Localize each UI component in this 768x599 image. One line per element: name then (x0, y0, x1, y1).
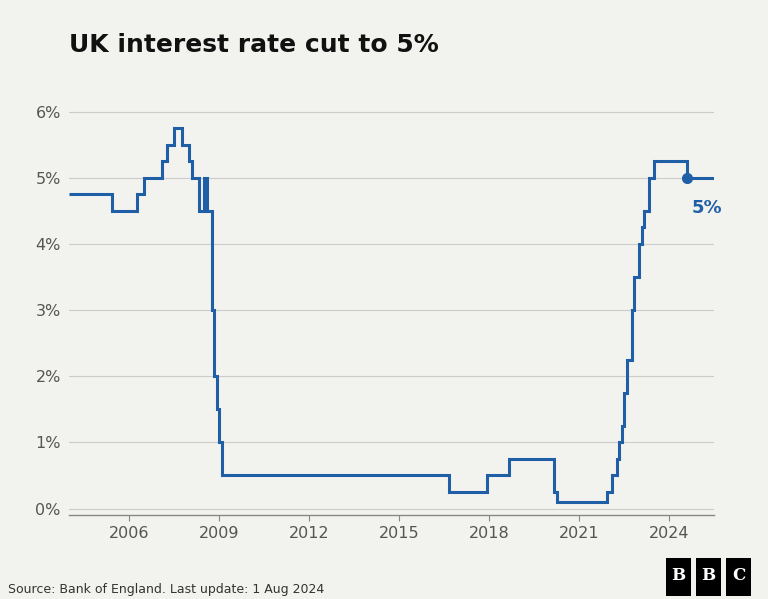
Text: C: C (732, 567, 745, 585)
Text: B: B (701, 567, 716, 585)
Text: 5%: 5% (691, 199, 722, 217)
Text: B: B (671, 567, 686, 585)
Bar (696, 558, 721, 595)
Bar (726, 558, 751, 595)
Text: UK interest rate cut to 5%: UK interest rate cut to 5% (69, 34, 439, 58)
Bar (666, 558, 691, 595)
Text: Source: Bank of England. Last update: 1 Aug 2024: Source: Bank of England. Last update: 1 … (8, 583, 324, 596)
